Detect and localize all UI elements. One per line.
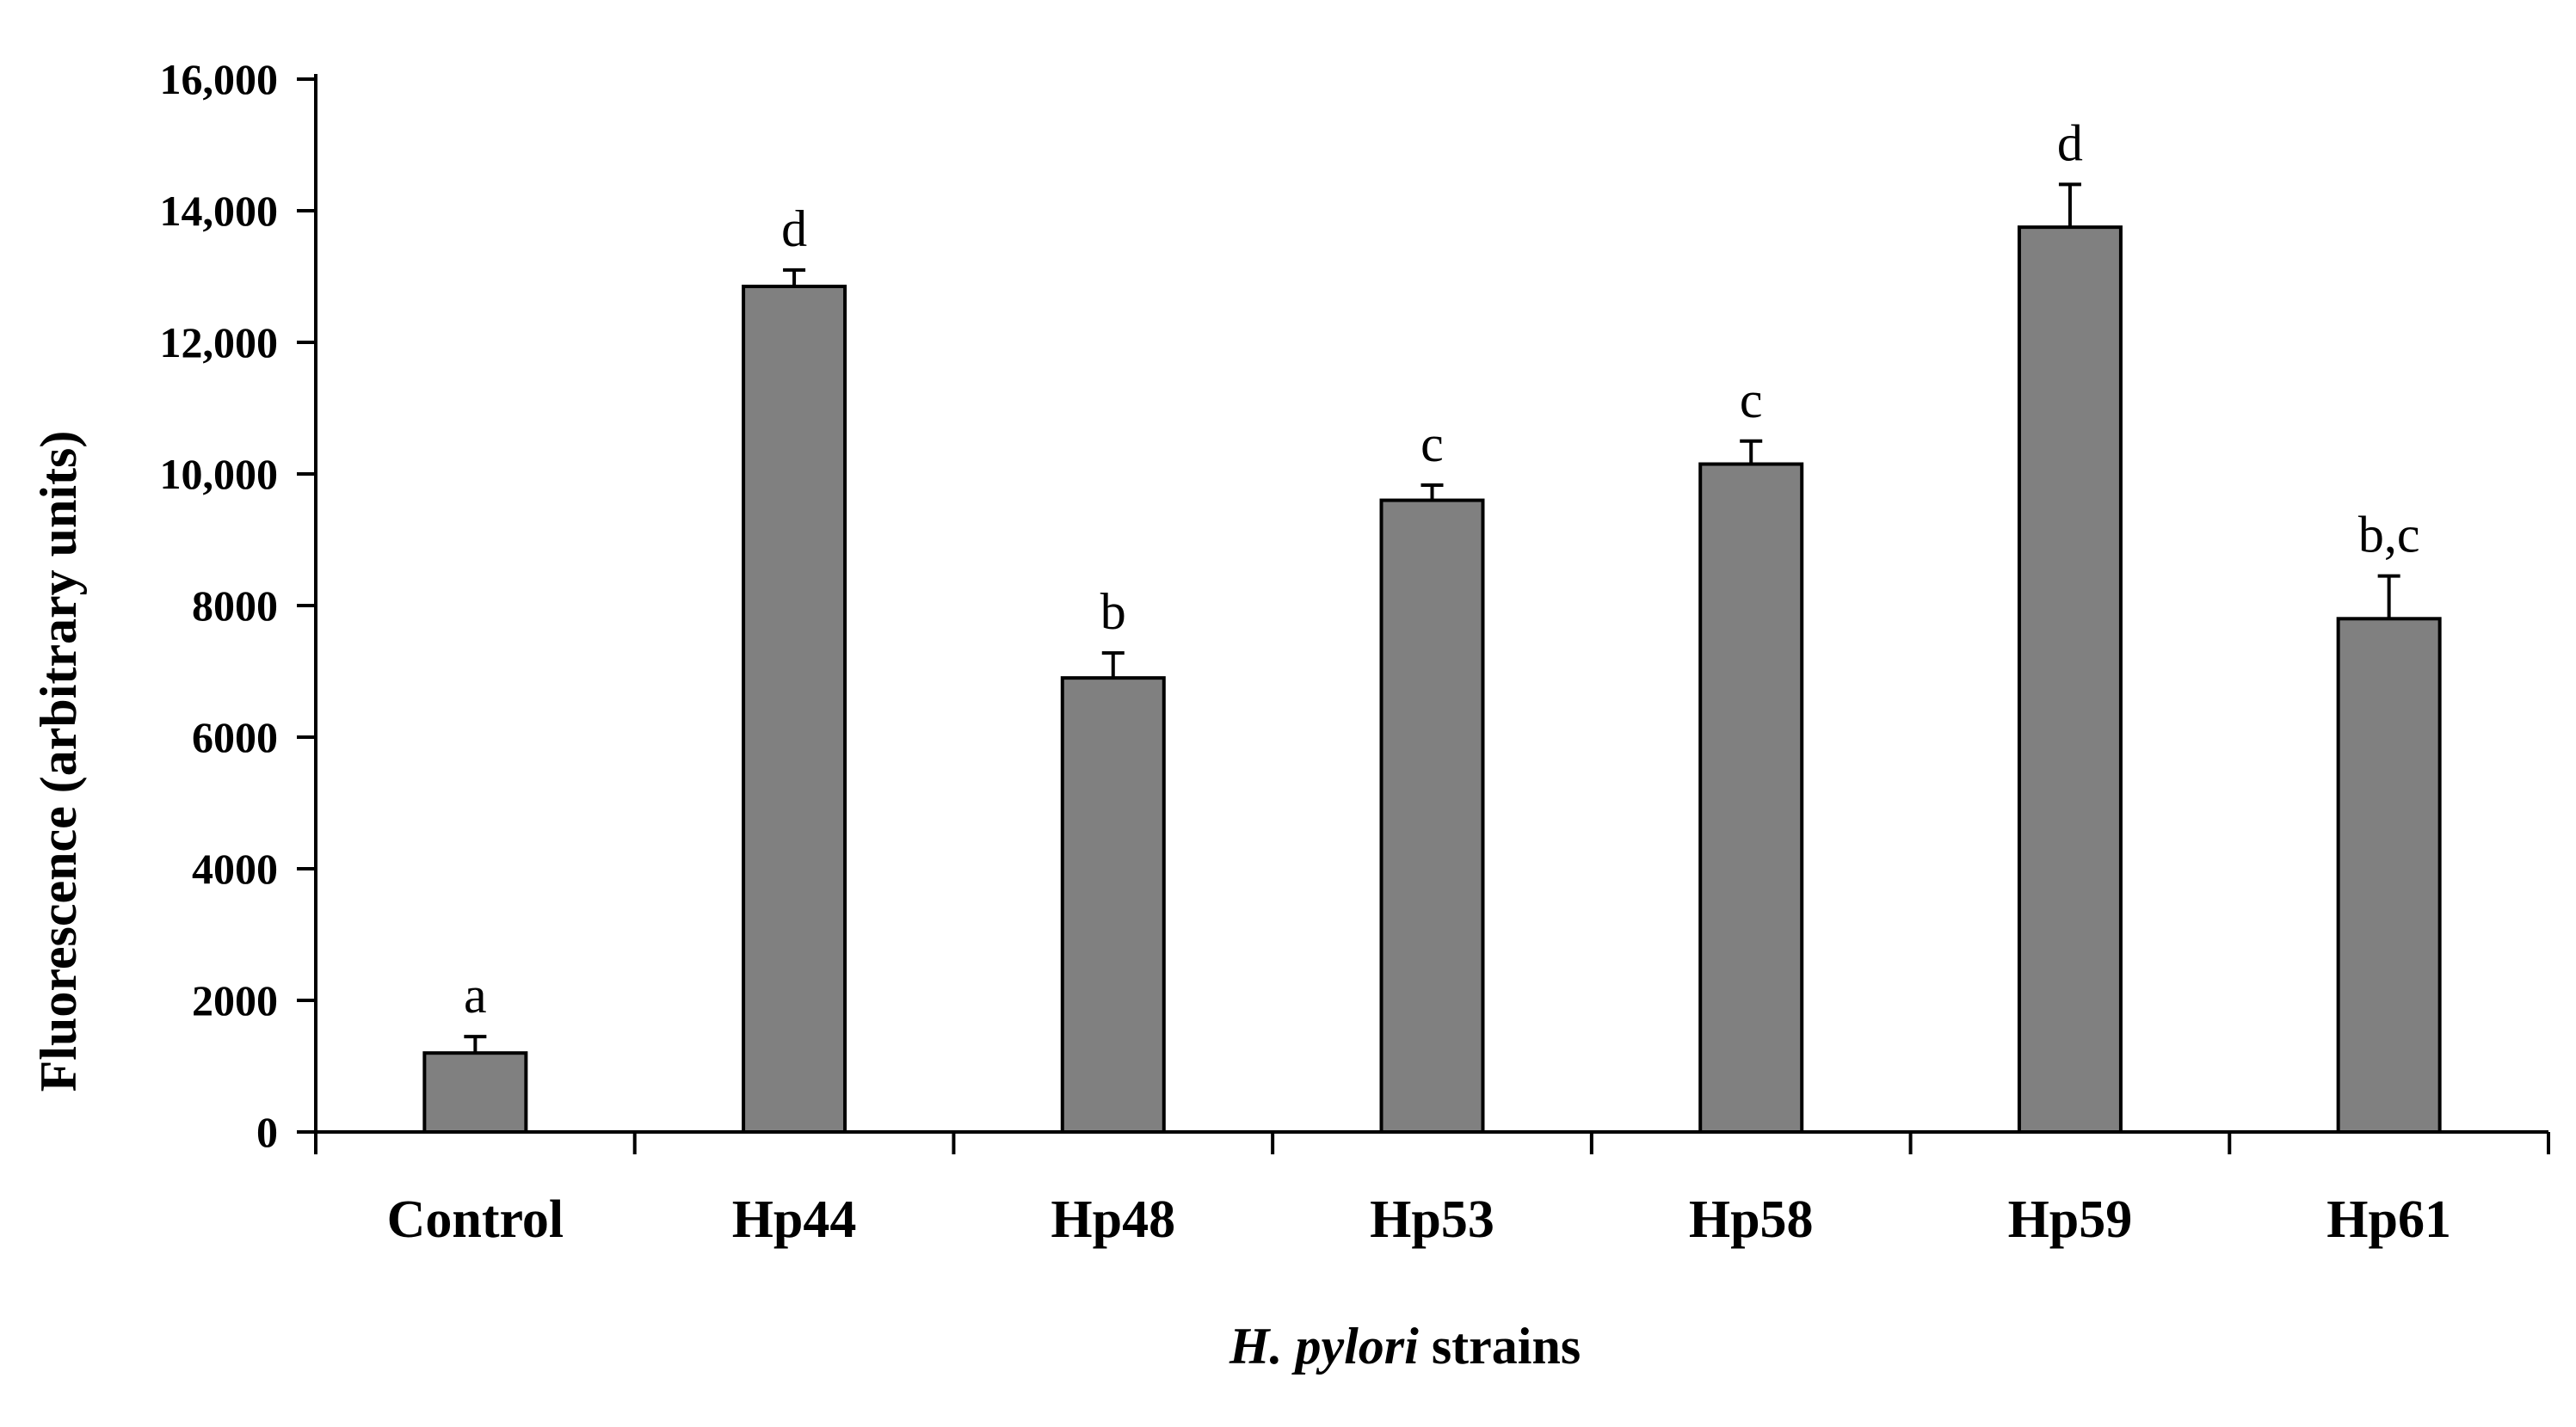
significance-letter-hp44: d [781, 200, 807, 257]
y-axis-title: Fluorescence (arbitrary units) [30, 431, 87, 1092]
category-label-hp58: Hp58 [1689, 1190, 1814, 1249]
bar-hp58 [1698, 462, 1804, 1134]
significance-letter-hp58: c [1740, 372, 1763, 428]
y-tick-label: 6000 [192, 713, 278, 761]
bar-hp53 [1379, 498, 1485, 1134]
y-tick-label: 16,000 [160, 55, 279, 103]
bar-hp61 [2336, 617, 2442, 1134]
y-tick-label: 8000 [192, 581, 278, 630]
bars [422, 225, 2442, 1135]
category-label-control: Control [387, 1190, 564, 1249]
y-tick-label: 4000 [192, 845, 278, 893]
bar-hp44 [742, 284, 847, 1135]
category-labels: Control Hp44 Hp48 Hp53 Hp58 Hp59 Hp61 [387, 1190, 2451, 1249]
x-axis-title-italic: H. pylori [1229, 1318, 1419, 1375]
y-tick-label: 14,000 [160, 187, 279, 235]
category-label-hp61: Hp61 [2326, 1190, 2451, 1249]
y-axis: 0 2000 4000 6000 8000 10,000 12,000 14,000 16,00… [160, 55, 317, 1156]
significance-letter-hp48: b [1100, 583, 1126, 640]
significance-letters: a d b c c d b,c [464, 114, 2419, 1024]
y-tick-label: 10,000 [160, 450, 279, 498]
bar-hp48 [1060, 676, 1166, 1134]
y-tick-label: 0 [256, 1108, 278, 1156]
significance-letter-control: a [464, 967, 487, 1024]
category-label-hp59: Hp59 [2008, 1190, 2133, 1249]
significance-letter-hp61: b,c [2358, 507, 2420, 563]
category-label-hp48: Hp48 [1051, 1190, 1175, 1249]
bar-control [422, 1051, 528, 1134]
significance-letter-hp59: d [2057, 114, 2083, 171]
bar-hp59 [2017, 225, 2123, 1134]
category-label-hp53: Hp53 [1370, 1190, 1494, 1249]
x-axis-title-rest: strains [1419, 1318, 1581, 1375]
error-bars [464, 182, 2400, 1054]
y-tick-label: 2000 [192, 976, 278, 1024]
category-label-hp44: Hp44 [732, 1190, 857, 1249]
significance-letter-hp53: c [1420, 415, 1444, 472]
y-tick-label: 12,000 [160, 318, 279, 366]
x-axis-title: H. pylori strains [1229, 1318, 1581, 1375]
x-axis [314, 1130, 2550, 1154]
